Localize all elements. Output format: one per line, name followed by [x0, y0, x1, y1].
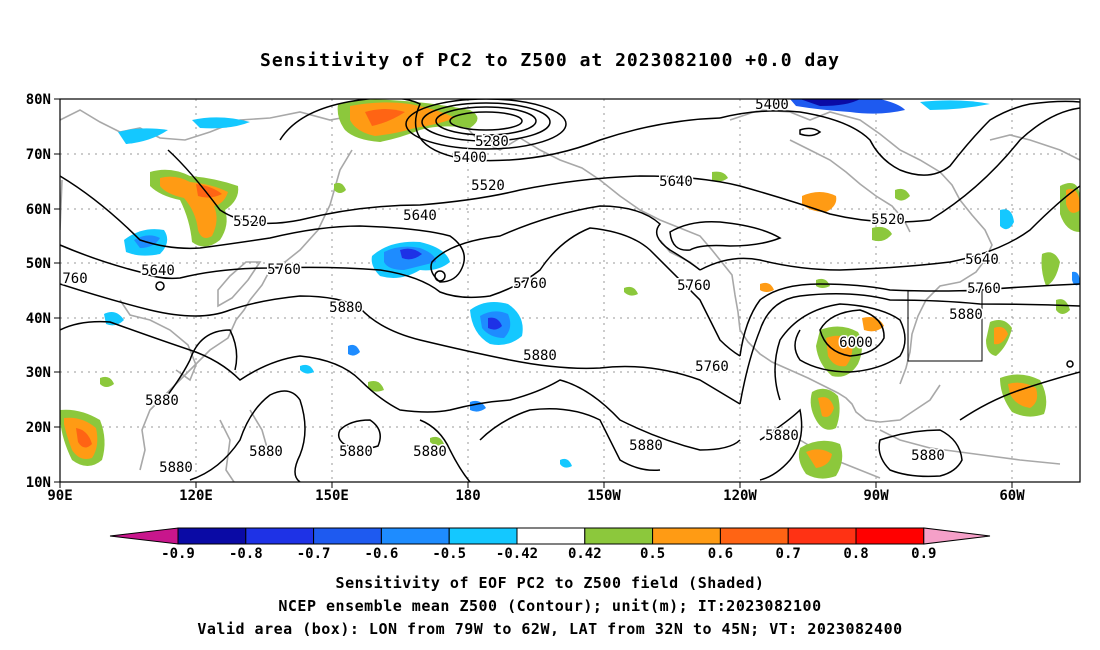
lat-label: 40N: [26, 311, 51, 327]
contour-label: 5400: [755, 97, 789, 113]
lon-label: 90W: [863, 488, 889, 504]
lat-label: 80N: [26, 92, 51, 108]
contour-label: 5520: [871, 212, 905, 228]
contour-label: 5880: [911, 448, 945, 464]
contour-label: 5880: [249, 444, 283, 460]
contour-label: 5640: [965, 252, 999, 268]
longitude-labels: 90E 120E 150E 180 150W 120W 90W 60W: [47, 488, 1025, 504]
contour-label: 5880: [629, 438, 663, 454]
lon-label: 180: [455, 488, 480, 504]
colorbar-tick-label: 0.8: [843, 546, 868, 562]
colorbar-tick-label: -0.42: [496, 546, 538, 562]
colorbar-cell: [109, 527, 179, 545]
colorbar-cell: [448, 527, 518, 545]
contour-label: 5640: [403, 208, 437, 224]
caption-line-3: Valid area (box): LON from 79W to 62W, L…: [197, 620, 903, 638]
colorbar-cell: [313, 527, 382, 545]
lat-label: 50N: [26, 256, 51, 272]
contour-label: 5760: [967, 281, 1001, 297]
colorbar: -0.9 -0.8 -0.7 -0.6 -0.5 -0.42 0.42 0.5 0.6 0.7 0.…: [109, 527, 991, 562]
colorbar-tick-label: -0.6: [365, 546, 399, 562]
colorbar-cell: [787, 527, 857, 545]
colorbar-tick-label: 0.42: [568, 546, 602, 562]
contour-label: 5880: [413, 444, 447, 460]
lon-label: 60W: [999, 488, 1025, 504]
contour-label: 5880: [339, 444, 373, 460]
colorbar-cell: [652, 527, 721, 545]
sensitivity-positive: [60, 99, 1080, 479]
contour-label: 5880: [145, 393, 179, 409]
colorbar-cell: [719, 527, 789, 545]
colorbar-tick-label: 0.9: [911, 546, 936, 562]
colorbar-tick-label: 0.7: [776, 546, 801, 562]
contour-label: 5880: [329, 300, 363, 316]
caption-line-1: Sensitivity of EOF PC2 to Z500 field (Sh…: [335, 574, 765, 592]
lon-label: 90E: [47, 488, 72, 504]
map-frame: [59, 98, 1081, 483]
contour-label: 5880: [949, 307, 983, 323]
contour-label: 5640: [659, 174, 693, 190]
contour-label: 5400: [453, 150, 487, 166]
lon-label: 120W: [723, 488, 757, 504]
colorbar-tick-label: 0.6: [708, 546, 733, 562]
colorbar-tick-label: 0.5: [640, 546, 665, 562]
contour-label: 5520: [471, 178, 505, 194]
contour-label: 5880: [159, 460, 193, 476]
colorbar-cell: [177, 527, 247, 545]
latitude-labels: 80N 70N 60N 50N 40N 30N 20N 10N: [26, 92, 51, 491]
lat-label: 30N: [26, 365, 51, 381]
contour-label: 5760: [695, 359, 729, 375]
contour-label: 5760: [677, 278, 711, 294]
lat-label: 10N: [26, 475, 51, 491]
contour-label: 6000: [839, 335, 873, 351]
lat-label: 20N: [26, 420, 51, 436]
contour-label: 5760: [513, 276, 547, 292]
colorbar-cell: [584, 527, 654, 545]
colorbar-tick-label: -0.9: [161, 546, 195, 562]
caption-line-2: NCEP ensemble mean Z500 (Contour); unit(…: [278, 597, 822, 615]
contour-label: 5280: [475, 134, 509, 150]
colorbar-cell: [923, 527, 991, 545]
colorbar-tick-label: -0.5: [432, 546, 466, 562]
colorbar-cell: [380, 527, 450, 545]
axis-ticks: [54, 98, 1013, 488]
valid-area-box: [907, 290, 983, 362]
lon-label: 120E: [179, 488, 213, 504]
colorbar-cell: [516, 527, 586, 545]
colorbar-cell: [855, 527, 925, 545]
colorbar-tick-label: -0.7: [297, 546, 331, 562]
contour-label: 5760: [267, 262, 301, 278]
contour-value-labels: 5280 5400 5400 5520 5520 5520 5640 5640 …: [61, 97, 1003, 478]
contour-label: 5880: [523, 348, 557, 364]
lat-label: 70N: [26, 147, 51, 163]
z500-contours: [60, 99, 1080, 482]
page-title: Sensitivity of PC2 to Z500 at 2023082100…: [259, 50, 840, 71]
contour-label: 5520: [233, 214, 267, 230]
contour-label: 760: [62, 271, 87, 287]
colorbar-tick-label: -0.8: [229, 546, 263, 562]
colorbar-cell: [245, 527, 315, 545]
lon-label: 150E: [315, 488, 349, 504]
contour-label: 5880: [765, 428, 799, 444]
lon-label: 150W: [587, 488, 621, 504]
contour-label: 5640: [141, 263, 175, 279]
lat-label: 60N: [26, 202, 51, 218]
